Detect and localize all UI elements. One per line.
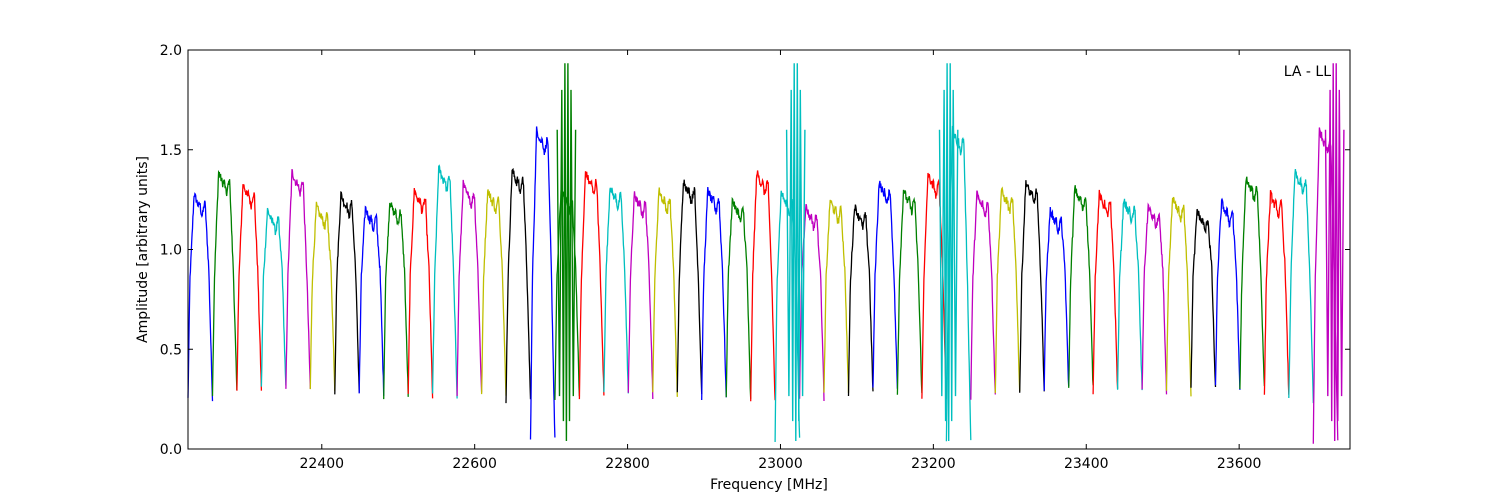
channel-curve bbox=[578, 171, 605, 400]
channel-curve bbox=[1116, 198, 1143, 391]
channel-curve bbox=[260, 207, 287, 387]
channel-curve bbox=[309, 201, 336, 392]
channel-curve bbox=[1214, 197, 1241, 390]
channel-curve bbox=[285, 168, 311, 389]
rfi-spike bbox=[938, 63, 959, 442]
x-tick-labels: 22400 22600 22800 23000 23200 23400 23600 bbox=[300, 456, 1262, 472]
channel-curve bbox=[627, 191, 654, 400]
y-axis-label: Amplitude [arbitrary units] bbox=[135, 156, 151, 343]
channel-curve bbox=[383, 202, 409, 400]
channel-curve bbox=[358, 205, 385, 396]
channel-curve bbox=[505, 167, 532, 404]
x-tick-label: 22800 bbox=[605, 456, 650, 472]
channel-curve bbox=[407, 187, 434, 399]
x-tick-label: 22400 bbox=[300, 456, 345, 472]
channel-curve bbox=[187, 192, 214, 402]
channel-curve bbox=[1043, 206, 1070, 391]
channel-curve bbox=[211, 169, 238, 397]
channel-curve bbox=[750, 170, 776, 402]
tick-marks bbox=[188, 49, 1350, 450]
rfi-spike bbox=[556, 63, 577, 442]
channel-curve bbox=[896, 189, 923, 395]
y-tick-label: 1.0 bbox=[160, 243, 182, 259]
channel-curve bbox=[236, 183, 263, 391]
channel-curve bbox=[652, 187, 678, 397]
channel-curve bbox=[1190, 208, 1217, 388]
channel-curve bbox=[725, 196, 752, 399]
channel-curve bbox=[872, 180, 899, 389]
channel-curve bbox=[1068, 185, 1094, 388]
channel-curve bbox=[970, 190, 996, 400]
channel-curve bbox=[431, 164, 458, 399]
channel-curve bbox=[1239, 176, 1266, 390]
channel-curve bbox=[1141, 202, 1168, 395]
channel-curve bbox=[603, 187, 629, 394]
x-tick-label: 23200 bbox=[911, 456, 956, 472]
channel-curve bbox=[1263, 190, 1290, 395]
channel-curve bbox=[334, 191, 360, 395]
channel-curve bbox=[823, 199, 850, 393]
x-axis-label: Frequency [MHz] bbox=[710, 477, 828, 493]
channel-curve bbox=[480, 189, 507, 396]
channel-curve bbox=[1165, 196, 1192, 397]
y-tick-label: 0.0 bbox=[160, 442, 182, 458]
y-tick-label: 2.0 bbox=[160, 43, 182, 59]
y-tick-label: 0.5 bbox=[160, 342, 182, 358]
y-tick-labels: 0.0 0.5 1.0 1.5 2.0 bbox=[160, 43, 182, 458]
channel-curve bbox=[676, 179, 703, 395]
channel-curve bbox=[1019, 180, 1045, 393]
x-tick-label: 23000 bbox=[758, 456, 803, 472]
rfi-spike bbox=[1324, 63, 1345, 442]
rfi-spike bbox=[785, 63, 806, 442]
channel-curve bbox=[701, 186, 727, 401]
x-tick-label: 23400 bbox=[1064, 456, 1109, 472]
baseline-annotation: LA - LL bbox=[1284, 64, 1331, 80]
channel-curve bbox=[994, 186, 1021, 394]
x-tick-label: 22600 bbox=[452, 456, 497, 472]
series-group bbox=[187, 63, 1345, 444]
x-tick-label: 23600 bbox=[1217, 456, 1262, 472]
channel-curve bbox=[1092, 189, 1119, 395]
channel-curve bbox=[1288, 169, 1314, 404]
channel-curve bbox=[847, 204, 874, 397]
channel-curve bbox=[529, 126, 556, 440]
y-tick-label: 1.5 bbox=[160, 143, 182, 159]
channel-curve bbox=[456, 179, 483, 397]
